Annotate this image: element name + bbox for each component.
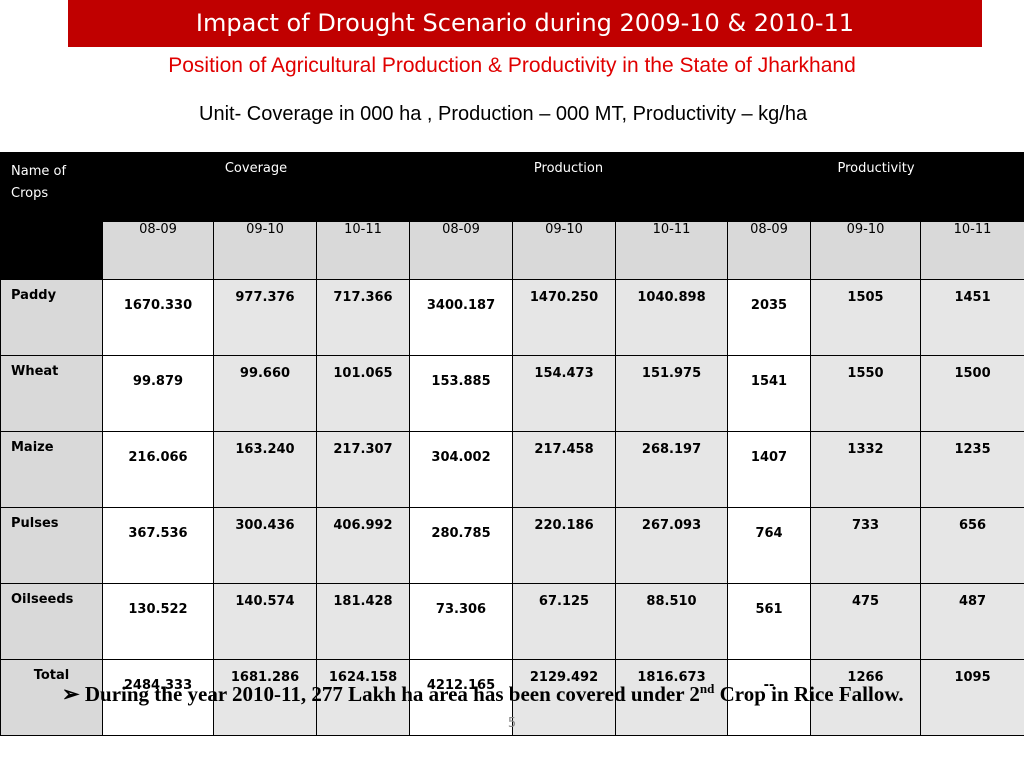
value-cell: 977.376 — [213, 279, 317, 356]
value-cell: 99.660 — [213, 355, 317, 432]
value-cell: 154.473 — [512, 355, 617, 432]
value-cell: 367.536 — [102, 507, 214, 584]
year-header: 10-11 — [920, 221, 1024, 280]
value-cell: 99.879 — [102, 355, 214, 432]
value-cell: 67.125 — [512, 583, 617, 660]
year-header: 08-09 — [409, 221, 514, 280]
value-cell: 101.065 — [315, 355, 411, 432]
value-cell: 487 — [920, 583, 1024, 660]
table-row: Total 2484.333 1681.286 1624.158 4212.165 212… — [0, 659, 1024, 736]
value-cell: 304.002 — [409, 431, 514, 508]
value-cell: 216.066 — [102, 431, 214, 508]
value-cell: 181.428 — [315, 583, 411, 660]
value-cell: 2035 — [727, 279, 812, 356]
table-row: Oilseeds 130.522 140.574 181.428 73.306 67.12… — [0, 583, 1024, 660]
drought-note: ➢ During the year 2010-11, 277 Lakh ha a… — [62, 674, 1017, 709]
crop-name-cell: Maize — [0, 431, 103, 508]
value-cell: 280.785 — [409, 507, 514, 584]
production-header: Production — [409, 152, 729, 222]
value-cell: 4212.165 — [409, 659, 514, 736]
value-cell: 1040.898 — [615, 279, 729, 356]
table-row: Paddy 1670.330 977.376 717.366 3400.187 1470.… — [0, 279, 1024, 356]
value-cell: 1505 — [810, 279, 922, 356]
crop-name-cell: Pulses — [0, 507, 103, 584]
value-cell: 1624.158 — [315, 659, 411, 736]
value-cell: 1541 — [727, 355, 812, 432]
crop-data-table: Name of Crops Coverage Production Produc… — [0, 152, 1024, 736]
value-cell: 1670.330 — [102, 279, 214, 356]
table-row: Maize 216.066 163.240 217.307 304.002 217.458… — [0, 431, 1024, 508]
value-cell: -- — [727, 659, 812, 736]
value-cell: 300.436 — [213, 507, 317, 584]
value-cell: 130.522 — [102, 583, 214, 660]
value-cell: 151.975 — [615, 355, 729, 432]
value-cell: 220.186 — [512, 507, 617, 584]
coverage-header: Coverage — [101, 152, 411, 222]
year-header: 09-10 — [810, 221, 922, 280]
value-cell: 1681.286 — [213, 659, 317, 736]
table-header-row: Name of Crops Coverage Production Produc… — [0, 152, 1024, 222]
value-cell: 1500 — [920, 355, 1024, 432]
value-cell: 561 — [727, 583, 812, 660]
value-cell: 267.093 — [615, 507, 729, 584]
year-header-row: 08-09 09-10 10-11 08-09 09-10 10-11 08-0… — [0, 221, 1024, 280]
value-cell: 140.574 — [213, 583, 317, 660]
unit-note: Unit- Coverage in 000 ha , Production – … — [199, 103, 808, 125]
year-header: 08-09 — [102, 221, 214, 280]
slide-subtitle: Position of Agricultural Production & Pr… — [168, 54, 856, 77]
value-cell: 764 — [727, 507, 812, 584]
crop-name-header: Name of Crops — [0, 152, 103, 222]
year-header: 09-10 — [512, 221, 617, 280]
value-cell: 1407 — [727, 431, 812, 508]
crop-name-cell: Total — [0, 659, 103, 736]
header-spacer — [0, 221, 103, 280]
table-row: Wheat 99.879 99.660 101.065 153.885 154.473 15… — [0, 355, 1024, 432]
value-cell: 1235 — [920, 431, 1024, 508]
value-cell: 733 — [810, 507, 922, 584]
slide-title: Impact of Drought Scenario during 2009-1… — [68, 0, 982, 47]
value-cell: 268.197 — [615, 431, 729, 508]
value-cell: 1550 — [810, 355, 922, 432]
value-cell: 73.306 — [409, 583, 514, 660]
value-cell: 1266 — [810, 659, 922, 736]
value-cell: 217.307 — [315, 431, 411, 508]
year-header: 08-09 — [727, 221, 812, 280]
value-cell: 163.240 — [213, 431, 317, 508]
productivity-header: Productivity — [727, 152, 1024, 222]
value-cell: 217.458 — [512, 431, 617, 508]
bullet-arrow-icon: ➢ — [62, 682, 80, 706]
value-cell: 1095 — [920, 659, 1024, 736]
year-header: 09-10 — [213, 221, 317, 280]
note-superscript: nd — [699, 681, 715, 696]
table-row: Pulses 367.536 300.436 406.992 280.785 220.18… — [0, 507, 1024, 584]
value-cell: 3400.187 — [409, 279, 514, 356]
crop-name-cell: Wheat — [0, 355, 103, 432]
value-cell: 2129.492 — [512, 659, 617, 736]
value-cell: 475 — [810, 583, 922, 660]
note-text-end: Crop in Rice Fallow. — [714, 682, 904, 706]
value-cell: 656 — [920, 507, 1024, 584]
value-cell: 406.992 — [315, 507, 411, 584]
value-cell: 1816.673 — [615, 659, 729, 736]
value-cell: 153.885 — [409, 355, 514, 432]
year-header: 10-11 — [315, 221, 411, 280]
crop-name-cell: Oilseeds — [0, 583, 103, 660]
year-header: 10-11 — [615, 221, 729, 280]
crop-name-cell: Paddy — [0, 279, 103, 356]
value-cell: 1451 — [920, 279, 1024, 356]
value-cell: 88.510 — [615, 583, 729, 660]
value-cell: 717.366 — [315, 279, 411, 356]
value-cell: 1332 — [810, 431, 922, 508]
value-cell: 1470.250 — [512, 279, 617, 356]
page-number: 5 — [507, 716, 517, 731]
note-text: During the year 2010-11, 277 Lakh ha are… — [84, 682, 700, 706]
